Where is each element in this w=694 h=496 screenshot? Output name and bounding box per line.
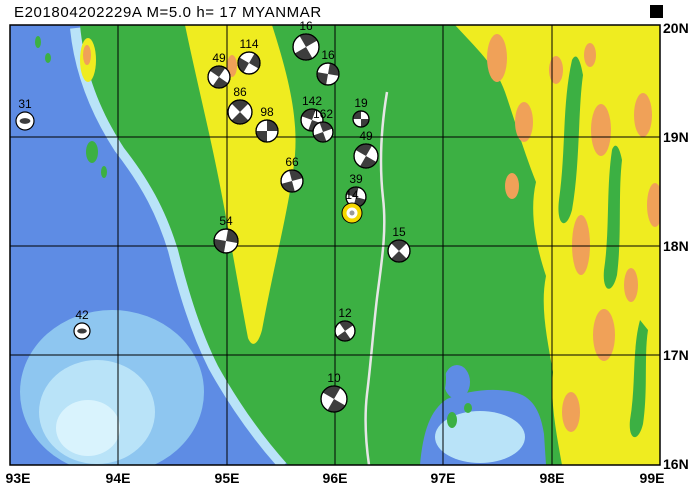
focal-mechanism: 49 bbox=[207, 51, 231, 89]
event-count-label: 14 bbox=[345, 188, 359, 202]
event-count-label: 49 bbox=[359, 129, 373, 143]
event-count-label: 19 bbox=[354, 96, 368, 110]
y-axis-labels: 20N 19N 18N 17N 16N bbox=[663, 20, 689, 472]
focal-mechanism: 114 bbox=[237, 37, 261, 75]
gulf-islands bbox=[447, 403, 472, 428]
western-highland bbox=[185, 25, 296, 344]
island-group bbox=[35, 36, 107, 178]
x-axis-label: 97E bbox=[431, 470, 456, 486]
y-axis-label: 16N bbox=[663, 456, 689, 472]
y-axis-label: 20N bbox=[663, 20, 689, 36]
coastal-peak bbox=[83, 45, 91, 65]
event-count-label: 15 bbox=[392, 225, 406, 239]
small-bay bbox=[444, 365, 470, 399]
focal-mechanism: 66 bbox=[280, 155, 304, 193]
focal-mechanism: 39 bbox=[345, 172, 367, 208]
focal-mechanism: 98 bbox=[255, 105, 279, 143]
y-axis-label: 19N bbox=[663, 129, 689, 145]
figure-title: E201804202229A M=5.0 h= 17 MYANMAR bbox=[14, 4, 322, 21]
plateau-valleys bbox=[558, 56, 648, 438]
x-axis-label: 96E bbox=[323, 470, 348, 486]
focal-mechanism: 162 bbox=[312, 107, 334, 143]
focal-mechanism: 14 bbox=[341, 188, 363, 224]
event-count-label: 54 bbox=[219, 214, 233, 228]
focal-mechanism: 12 bbox=[334, 306, 356, 342]
focal-mechanism: 19 bbox=[352, 96, 370, 128]
event-count-label: 114 bbox=[239, 37, 258, 51]
x-axis-labels: 93E 94E 95E 96E 97E 98E 99E bbox=[6, 470, 665, 486]
y-axis-label: 18N bbox=[663, 238, 689, 254]
map-border bbox=[9, 24, 661, 466]
event-count-label: 86 bbox=[233, 85, 247, 99]
focal-mechanism: 31 bbox=[15, 97, 35, 131]
focal-mechanism: 16 bbox=[292, 19, 320, 61]
focal-mechanism: 86 bbox=[227, 85, 253, 125]
coastal-shallow-fringe bbox=[70, 27, 289, 465]
x-axis-label: 99E bbox=[640, 470, 665, 486]
focal-mechanism: 54 bbox=[213, 214, 239, 254]
event-count-label: 42 bbox=[75, 308, 89, 322]
x-axis-label: 94E bbox=[106, 470, 131, 486]
event-count-label: 39 bbox=[349, 172, 363, 186]
focal-mechanism: 42 bbox=[73, 308, 91, 340]
event-count-label: 16 bbox=[299, 19, 313, 33]
event-count-label: 31 bbox=[18, 97, 32, 111]
event-count-label: 12 bbox=[338, 306, 352, 320]
peninsula bbox=[427, 345, 446, 403]
focal-mechanism: 16 bbox=[316, 48, 340, 86]
peak-patches bbox=[487, 34, 660, 432]
event-count-label: 142 bbox=[302, 94, 322, 108]
focal-mechanism: 15 bbox=[387, 225, 411, 263]
event-count-label: 49 bbox=[212, 51, 226, 65]
event-count-label: 98 bbox=[260, 105, 274, 119]
y-axis-label: 17N bbox=[663, 347, 689, 363]
x-axis-label: 95E bbox=[215, 470, 240, 486]
shallow-water-patches bbox=[20, 310, 204, 465]
corner-marker bbox=[650, 5, 663, 18]
event-count-label: 16 bbox=[321, 48, 335, 62]
x-axis-label: 93E bbox=[6, 470, 31, 486]
event-count-label: 162 bbox=[313, 107, 333, 121]
focal-mechanism: 10 bbox=[320, 371, 348, 413]
event-count-label: 10 bbox=[327, 371, 341, 385]
event-count-label: 66 bbox=[285, 155, 299, 169]
river-line bbox=[364, 91, 389, 465]
x-axis-label: 98E bbox=[540, 470, 565, 486]
focal-mechanism: 49 bbox=[353, 129, 379, 169]
gulf-shallows bbox=[435, 411, 525, 463]
